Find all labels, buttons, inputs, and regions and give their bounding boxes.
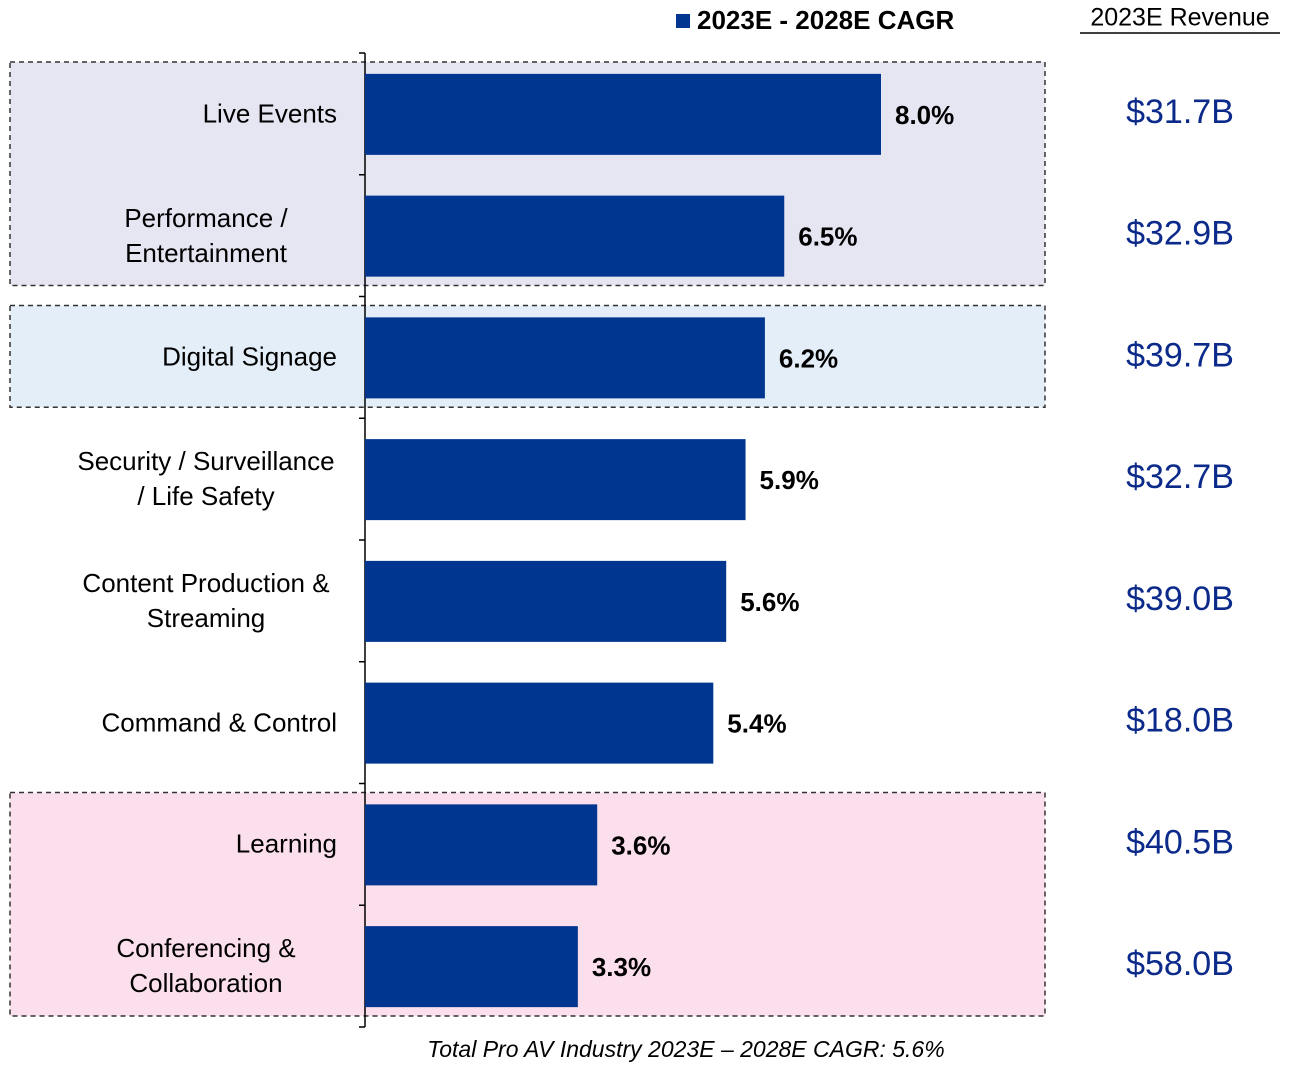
bar-value-label: 3.3% [592,952,651,982]
bar [365,682,714,764]
bar-value-label: 3.6% [611,830,670,860]
bar-value-label: 8.0% [895,100,954,130]
category-label: Learning [235,828,337,859]
bar-value-label: 6.5% [798,222,857,252]
revenue-label: $32.7B [1126,458,1234,496]
category-label: Performance / Entertainment [124,202,288,268]
bar-value-label: 5.6% [740,587,799,617]
revenue-label: $58.0B [1126,945,1234,983]
category-label: Live Events [202,98,337,129]
bar-value-label: 5.9% [760,465,819,495]
category-label: Content Production & Streaming [82,567,330,633]
legend-label: 2023E - 2028E CAGR [697,5,954,35]
legend-swatch [676,14,690,28]
bar-value-label: 5.4% [727,709,786,739]
bar-value-label: 6.2% [779,343,838,373]
revenue-label: $40.5B [1126,823,1234,861]
revenue-header: 2023E Revenue [1090,4,1269,32]
revenue-label: $39.0B [1126,580,1234,618]
bar [365,560,727,642]
footnote: Total Pro AV Industry 2023E – 2028E CAGR… [427,1036,944,1062]
bar [365,926,578,1008]
revenue-label: $32.9B [1126,215,1234,253]
bar [365,317,765,399]
revenue-label: $31.7B [1126,93,1234,131]
category-label: Command & Control [101,707,337,738]
category-label: Security / Surveillance / Life Safety [77,446,335,512]
bar [365,195,785,277]
revenue-label: $39.7B [1126,336,1234,374]
revenue-label: $18.0B [1126,702,1234,740]
category-label: Conferencing & Collaboration [116,933,296,999]
bar [365,73,881,155]
bar [365,439,746,521]
category-label: Digital Signage [162,341,337,372]
bar [365,804,598,886]
